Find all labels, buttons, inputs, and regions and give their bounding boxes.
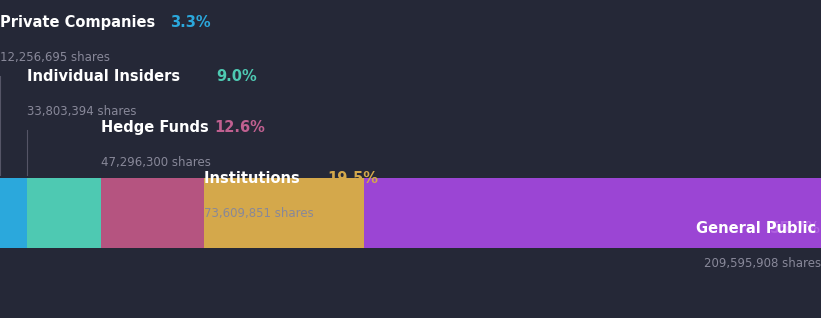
Text: 12,256,695 shares: 12,256,695 shares: [0, 51, 110, 64]
Text: 12.6%: 12.6%: [214, 120, 265, 135]
Bar: [0, 178, 27, 248]
Text: 55.7%: 55.7%: [770, 221, 821, 237]
Text: 19.5%: 19.5%: [327, 170, 378, 186]
Text: 33,803,394 shares: 33,803,394 shares: [27, 105, 136, 118]
Text: 73,609,851 shares: 73,609,851 shares: [204, 207, 314, 219]
Bar: [204, 178, 365, 248]
Bar: [101, 178, 204, 248]
Text: Hedge Funds: Hedge Funds: [101, 120, 213, 135]
Text: General Public: General Public: [695, 221, 821, 237]
Text: 47,296,300 shares: 47,296,300 shares: [101, 156, 211, 169]
Bar: [365, 178, 821, 248]
Text: 9.0%: 9.0%: [216, 69, 257, 84]
Text: Private Companies: Private Companies: [0, 15, 160, 30]
Text: 209,595,908 shares: 209,595,908 shares: [704, 258, 821, 270]
Text: Individual Insiders: Individual Insiders: [27, 69, 186, 84]
Text: Institutions: Institutions: [204, 170, 305, 186]
Bar: [27, 178, 101, 248]
Text: 3.3%: 3.3%: [170, 15, 210, 30]
